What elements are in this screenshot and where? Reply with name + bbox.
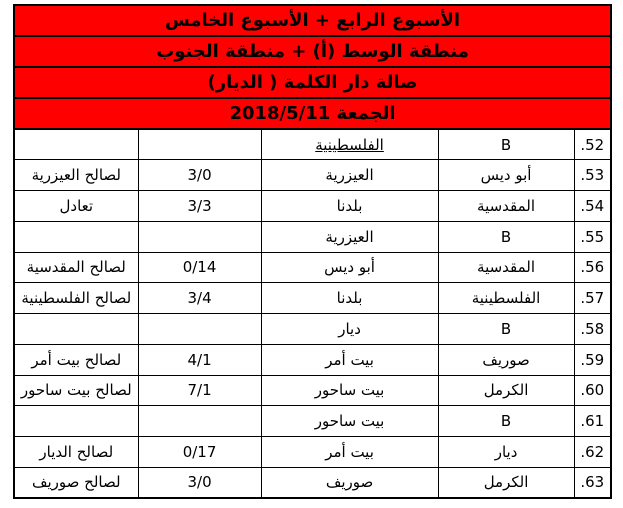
team1-name: الفلسطينية xyxy=(437,282,575,314)
team2-name: صوريف xyxy=(260,466,439,499)
match-result xyxy=(13,313,139,345)
match-score: 0/14 xyxy=(137,251,262,284)
team1-name: B xyxy=(437,313,575,345)
match-score xyxy=(137,128,262,161)
table-row: .61 B بيت ساحور xyxy=(13,405,612,437)
header-row-venue: صالة دار الكلمة ( الديار) xyxy=(12,66,613,99)
match-number: .56 xyxy=(573,251,612,284)
match-score xyxy=(137,405,262,437)
table-row: .60 الكرمل بيت ساحور 7/1 لصالح بيت ساحور xyxy=(13,374,612,407)
match-result: لصالح العيزرية xyxy=(13,159,139,191)
team1-name: أبو ديس xyxy=(437,159,575,191)
team2-name: الفلسطينية xyxy=(260,128,439,161)
table-row: .52 B الفلسطينية xyxy=(13,128,612,161)
team1-name: الكرمل xyxy=(437,466,575,499)
match-result: لصالح بيت أمر xyxy=(13,343,139,376)
team1-name: المقدسية xyxy=(437,190,575,222)
table-row: .53 أبو ديس العيزرية 3/0 لصالح العيزرية xyxy=(13,159,612,191)
team2-name: بيت أمر xyxy=(260,436,439,468)
match-score: 3/4 xyxy=(137,282,262,314)
team1-name: ديار xyxy=(437,436,575,468)
match-result: لصالح الفلسطينية xyxy=(13,282,139,314)
match-result: لصالح بيت ساحور xyxy=(13,374,139,407)
match-score xyxy=(137,220,262,253)
match-result xyxy=(13,220,139,253)
match-score: 3/0 xyxy=(137,159,262,191)
table-row: .54 المقدسية بلدنا 3/3 تعادل xyxy=(13,190,612,222)
match-result: تعادل xyxy=(13,190,139,222)
team2-name: العيزرية xyxy=(260,220,439,253)
match-number: .58 xyxy=(573,313,612,345)
team2-name: أبو ديس xyxy=(260,251,439,284)
header-row-weeks: الأسبوع الرابع + الأسبوع الخامس xyxy=(12,4,613,37)
header-date: الجمعة 2018/5/11 xyxy=(12,97,613,130)
match-number: .57 xyxy=(573,282,612,314)
team2-name: بيت ساحور xyxy=(260,405,439,437)
team1-name: B xyxy=(437,220,575,253)
match-number: .61 xyxy=(573,405,612,437)
match-number: .55 xyxy=(573,220,612,253)
match-number: .62 xyxy=(573,436,612,468)
team1-name: الكرمل xyxy=(437,374,575,407)
match-number: .54 xyxy=(573,190,612,222)
team2-name: بلدنا xyxy=(260,282,439,314)
match-score: 0/17 xyxy=(137,436,262,468)
match-schedule-table: الأسبوع الرابع + الأسبوع الخامس منطقة ال… xyxy=(12,4,613,499)
team2-name: العيزرية xyxy=(260,159,439,191)
team1-name: B xyxy=(437,405,575,437)
header-venue-title: صالة دار الكلمة ( الديار) xyxy=(12,66,613,99)
match-number: .60 xyxy=(573,374,612,407)
table-row: .59 صوريف بيت أمر 4/1 لصالح بيت أمر xyxy=(13,343,612,376)
match-score: 3/3 xyxy=(137,190,262,222)
table-row: .57 الفلسطينية بلدنا 3/4 لصالح الفلسطيني… xyxy=(13,282,612,314)
table-header: الأسبوع الرابع + الأسبوع الخامس منطقة ال… xyxy=(12,4,613,130)
header-row-regions: منطقة الوسط (أ) + منطقة الجنوب xyxy=(12,35,613,68)
match-result xyxy=(13,128,139,161)
table-row: .56 المقدسية أبو ديس 0/14 لصالح المقدسية xyxy=(13,251,612,284)
team2-name: ديار xyxy=(260,313,439,345)
table-row: .55 B العيزرية xyxy=(13,220,612,253)
match-result xyxy=(13,405,139,437)
team2-name: بيت أمر xyxy=(260,343,439,376)
table-row: .62 ديار بيت أمر 0/17 لصالح الديار xyxy=(13,436,612,468)
table-row: .63 الكرمل صوريف 3/0 لصالح صوريف xyxy=(13,466,612,499)
table-row: .58 B ديار xyxy=(13,313,612,345)
match-score: 4/1 xyxy=(137,343,262,376)
match-number: .63 xyxy=(573,466,612,499)
team2-name: بلدنا xyxy=(260,190,439,222)
header-weeks-title: الأسبوع الرابع + الأسبوع الخامس xyxy=(12,4,613,37)
match-number: .53 xyxy=(573,159,612,191)
match-result: لصالح الديار xyxy=(13,436,139,468)
header-row-date: الجمعة 2018/5/11 xyxy=(12,97,613,130)
team2-name: بيت ساحور xyxy=(260,374,439,407)
team1-name: المقدسية xyxy=(437,251,575,284)
header-regions-title: منطقة الوسط (أ) + منطقة الجنوب xyxy=(12,35,613,68)
match-number: .52 xyxy=(573,128,612,161)
match-result: لصالح صوريف xyxy=(13,466,139,499)
team1-name: صوريف xyxy=(437,343,575,376)
table-body: .52 B الفلسطينية .53 أبو ديس العيزرية 3/… xyxy=(13,128,612,499)
team1-name: B xyxy=(437,128,575,161)
match-score: 7/1 xyxy=(137,374,262,407)
match-result: لصالح المقدسية xyxy=(13,251,139,284)
match-score xyxy=(137,313,262,345)
match-score: 3/0 xyxy=(137,466,262,499)
match-number: .59 xyxy=(573,343,612,376)
